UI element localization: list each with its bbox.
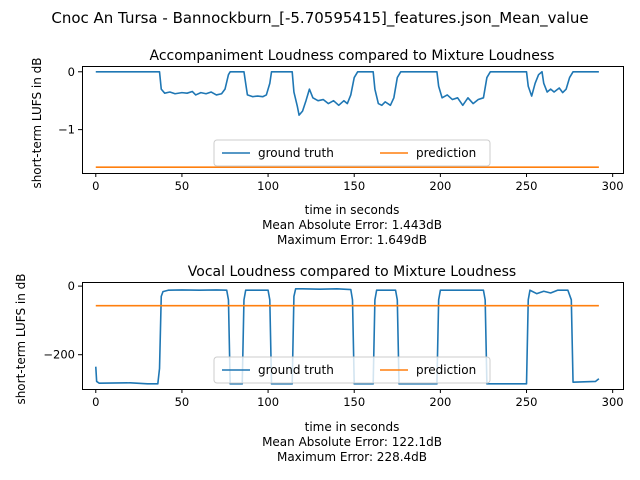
- accompaniment-title: Accompaniment Loudness compared to Mixtu…: [150, 48, 555, 64]
- vocal-xtick-label: 300: [602, 395, 624, 409]
- legend-label-prediction: prediction: [416, 146, 476, 160]
- accompaniment-legend: ground truth prediction: [213, 139, 491, 167]
- accompaniment-ylabel: short-term LUFS in dB: [30, 57, 44, 188]
- vocal-max-error: Maximum Error: 228.4dB: [277, 450, 427, 464]
- vocal-xtick-label: 100: [257, 395, 279, 409]
- vocal-legend: ground truth prediction: [213, 356, 491, 384]
- accompaniment-max-error: Maximum Error: 1.649dB: [277, 233, 427, 247]
- accompaniment-panel: Accompaniment Loudness compared to Mixtu…: [30, 48, 624, 247]
- figure-suptitle: Cnoc An Tursa - Bannockburn_[-5.70595415…: [51, 9, 588, 28]
- accompaniment-xtick-label: 150: [343, 179, 365, 193]
- accompaniment-xtick-label: 100: [257, 179, 279, 193]
- vocal-xtick-label: 250: [516, 395, 538, 409]
- accompaniment-series-ground-truth: [95, 70, 599, 116]
- vocal-ylabel: short-term LUFS in dB: [14, 273, 28, 404]
- vocal-xlabel: time in seconds: [305, 420, 400, 434]
- accompaniment-plot-frame: [82, 66, 624, 174]
- legend-label-prediction: prediction: [416, 363, 476, 377]
- vocal-xtick-label: 200: [429, 395, 451, 409]
- accompaniment-mae: Mean Absolute Error: 1.443dB: [262, 218, 442, 232]
- accompaniment-xtick-label: 200: [429, 179, 451, 193]
- vocal-title: Vocal Loudness compared to Mixture Loudn…: [188, 264, 516, 280]
- accompaniment-xlabel: time in seconds: [305, 203, 400, 217]
- vocal-xtick-label: 150: [343, 395, 365, 409]
- vocal-plot-frame: [82, 282, 624, 390]
- accompaniment-xtick-label: 0: [92, 179, 99, 193]
- vocal-xtick-label: 0: [92, 395, 99, 409]
- vocal-series-ground-truth: [94, 288, 600, 385]
- vocal-axes: 0 50 100 150 200 250 300 0 −200 ground truth predi…: [43, 279, 624, 409]
- accompaniment-axes: 0 50 100 150 200 250 300 0 −1 ground truth predict…: [58, 65, 624, 193]
- accompaniment-xtick-label: 50: [175, 179, 190, 193]
- accompaniment-ytick-label: −1: [58, 123, 75, 137]
- vocal-mae: Mean Absolute Error: 122.1dB: [262, 435, 442, 449]
- vocal-ytick-label: 0: [68, 279, 75, 293]
- vocal-ytick-label: −200: [43, 348, 75, 362]
- accompaniment-xtick-label: 300: [602, 179, 624, 193]
- vocal-panel: Vocal Loudness compared to Mixture Loudn…: [14, 264, 624, 464]
- accompaniment-ytick-label: 0: [68, 65, 75, 79]
- legend-label-ground-truth: ground truth: [258, 146, 334, 160]
- vocal-xtick-label: 50: [175, 395, 190, 409]
- legend-label-ground-truth: ground truth: [258, 363, 334, 377]
- accompaniment-xtick-label: 250: [516, 179, 538, 193]
